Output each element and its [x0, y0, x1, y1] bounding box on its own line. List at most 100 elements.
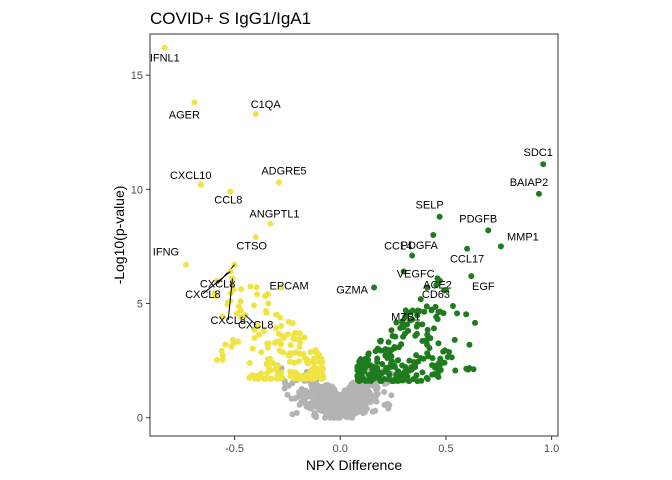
point-label: CXCL8: [210, 315, 245, 327]
data-point: [308, 375, 315, 382]
x-axis-title: NPX Difference: [306, 457, 402, 473]
y-tick-label: 0: [137, 413, 143, 425]
point-label: MZB1: [391, 311, 420, 323]
point-label: PDGFB: [459, 213, 497, 225]
data-point: [229, 336, 236, 343]
data-point: [388, 377, 395, 384]
point-label: IFNL1: [150, 53, 180, 65]
data-point: [307, 391, 314, 398]
point-label: CXCL8: [185, 289, 220, 301]
data-point: [296, 344, 303, 351]
data-point: [296, 389, 303, 396]
y-axis-title: -Log10(p-value): [111, 186, 127, 285]
data-point: [263, 309, 270, 316]
data-point: [420, 355, 427, 362]
data-point: [399, 362, 406, 369]
data-point: [433, 282, 440, 289]
labeled-data-point: [540, 161, 547, 168]
data-point: [388, 358, 395, 365]
data-point: [310, 412, 317, 419]
data-point: [218, 347, 225, 354]
panel-border: [149, 33, 559, 437]
data-point: [246, 360, 253, 367]
data-point: [237, 307, 244, 314]
data-point: [274, 375, 281, 382]
data-point: [264, 370, 271, 377]
data-point: [300, 350, 307, 357]
data-point: [348, 403, 355, 410]
data-point: [379, 360, 386, 367]
data-point: [213, 356, 220, 363]
data-point: [433, 372, 440, 379]
x-tick-label: -0.5: [225, 443, 244, 455]
y-tick-label: 5: [137, 299, 143, 311]
data-point: [312, 397, 319, 404]
data-point: [277, 341, 284, 348]
axes: -0.5 0.0 0.5 1.0 0 5 10 15: [131, 70, 560, 455]
point-label: CD63: [422, 289, 450, 301]
data-point: [238, 286, 245, 292]
data-point: [419, 369, 426, 376]
data-point: [247, 283, 254, 290]
labeled-data-point: [468, 273, 475, 280]
data-point: [282, 380, 289, 387]
data-point: [466, 341, 473, 348]
data-point: [291, 375, 298, 382]
labeled-data-point: [267, 220, 274, 227]
data-point: [285, 352, 292, 359]
data-point: [444, 353, 451, 360]
data-point: [319, 358, 326, 365]
data-point: [296, 330, 303, 337]
data-point: [308, 383, 315, 390]
data-point: [336, 413, 343, 420]
data-point: [391, 364, 398, 371]
data-point: [280, 349, 287, 356]
chart-title: COVID+ S IgG1/IgA1: [150, 9, 311, 28]
data-point: [406, 357, 413, 364]
data-point: [316, 369, 323, 376]
labeled-data-point: [371, 284, 378, 291]
labeled-data-point: [161, 44, 168, 51]
data-point: [400, 333, 407, 340]
data-point: [350, 392, 357, 399]
data-point: [388, 392, 395, 399]
data-point: [463, 311, 470, 318]
data-point: [343, 405, 350, 412]
data-point: [356, 404, 363, 411]
point-label: EPCAM: [270, 281, 309, 293]
data-point: [262, 375, 269, 382]
point-label: CCL8: [214, 195, 242, 207]
data-point: [287, 342, 294, 349]
data-point: [372, 369, 379, 376]
data-point: [255, 323, 261, 330]
data-point: [426, 344, 433, 351]
data-point: [432, 303, 439, 310]
data-point: [417, 296, 424, 303]
data-point: [404, 321, 411, 328]
point-label: CXCL8: [238, 320, 273, 332]
data-point: [331, 386, 338, 393]
data-point: [441, 359, 448, 366]
data-point: [427, 335, 434, 342]
labeled-data-point: [252, 234, 259, 241]
data-point: [296, 358, 303, 365]
data-point: [291, 395, 298, 402]
data-point: [424, 376, 431, 383]
data-point: [298, 398, 305, 405]
data-point: [429, 371, 436, 378]
data-point: [423, 303, 430, 310]
data-point: [320, 365, 327, 372]
data-point: [258, 349, 265, 356]
data-point: [365, 351, 372, 358]
data-point: [311, 348, 318, 355]
data-point: [354, 363, 361, 370]
data-point: [350, 384, 357, 391]
data-point: [435, 340, 442, 347]
data-point: [364, 358, 371, 365]
data-point: [358, 358, 365, 365]
data-point: [274, 370, 281, 377]
data-point: [317, 399, 324, 406]
data-point: [219, 313, 226, 320]
data-point: [408, 366, 415, 373]
data-point: [307, 368, 314, 375]
